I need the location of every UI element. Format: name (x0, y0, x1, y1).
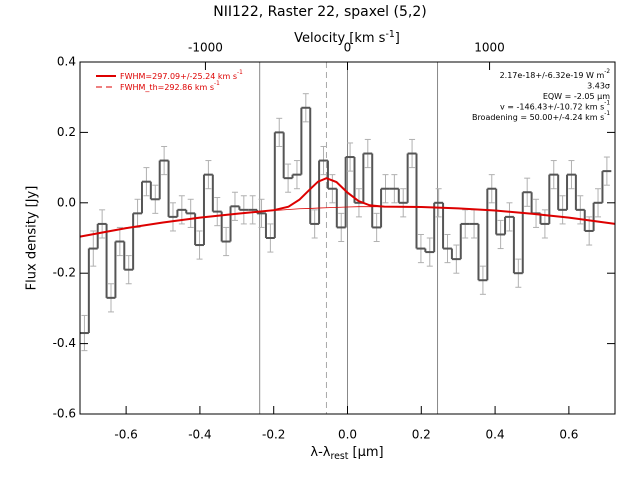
annotation-part: 2.17e-18+/-6.32e-19 W m (500, 71, 605, 80)
legend-label: FWHM=297.09+/-25.24 km s-1 (120, 70, 243, 81)
legend-label-part: -1 (237, 70, 243, 76)
y-axis-label: Flux density [Jy] (25, 186, 40, 291)
x-tick-label: -0.2 (262, 428, 285, 442)
annotation: Broadening = 50.00+/-4.24 km s-1 (472, 111, 610, 122)
annotation-part: -2 (604, 69, 610, 75)
x-tick-label: -0.6 (114, 428, 137, 442)
annotation: 3.43σ (587, 81, 610, 90)
annotation-part: EQW = -2.05 μm (543, 92, 610, 101)
x-axis-label-part: [μm] (348, 445, 383, 460)
y-tick-label: 0.4 (57, 55, 76, 69)
x-tick-label: 0.4 (486, 428, 505, 442)
fit-line (79, 206, 616, 237)
legend-label-part: FWHM_th=292.86 km s (120, 83, 214, 92)
x-axis-label: λ-λrest [μm] (310, 445, 383, 462)
x2-tick-label: 0 (344, 41, 352, 55)
y-tick-label: -0.6 (53, 407, 76, 421)
legend-label: FWHM_th=292.86 km s-1 (120, 81, 220, 92)
x-tick-label: 0.2 (412, 428, 431, 442)
annotation-part: v = -146.43+/-10.72 km s (500, 102, 604, 111)
legend-label-part: FWHM=297.09+/-25.24 km s (120, 72, 237, 81)
x-tick-label: 0.0 (338, 428, 357, 442)
x-axis-label-part: rest (330, 451, 348, 462)
x2-axis-label-part: -1 (385, 29, 394, 40)
x2-axis-label-part: ] (395, 31, 400, 46)
annotation-part: -1 (604, 100, 610, 106)
annotation: v = -146.43+/-10.72 km s-1 (500, 100, 610, 111)
annotation: 2.17e-18+/-6.32e-19 W m-2 (500, 69, 611, 80)
annotation-part: -1 (604, 111, 610, 117)
annotation-part: 3.43σ (587, 81, 610, 90)
y-tick-label: 0.0 (57, 195, 76, 209)
x2-tick-label: 1000 (474, 41, 505, 55)
legend-label-part: -1 (214, 81, 220, 87)
x2-tick-label: -1000 (188, 41, 223, 55)
x2-axis-label-part: Velocity [km s (294, 31, 386, 46)
annotation: EQW = -2.05 μm (543, 92, 610, 101)
y-tick-label: 0.2 (57, 125, 76, 139)
chart-title: NII122, Raster 22, spaxel (5,2) (213, 4, 426, 20)
x2-axis-label: Velocity [km s-1] (294, 29, 400, 46)
annotation-part: Broadening = 50.00+/-4.24 km s (472, 113, 604, 122)
x-tick-label: 0.6 (559, 428, 578, 442)
y-tick-label: -0.4 (53, 336, 76, 350)
x-tick-label: -0.4 (188, 428, 211, 442)
x-axis-label-part: λ-λ (310, 445, 330, 460)
y-tick-label: -0.2 (53, 266, 76, 280)
